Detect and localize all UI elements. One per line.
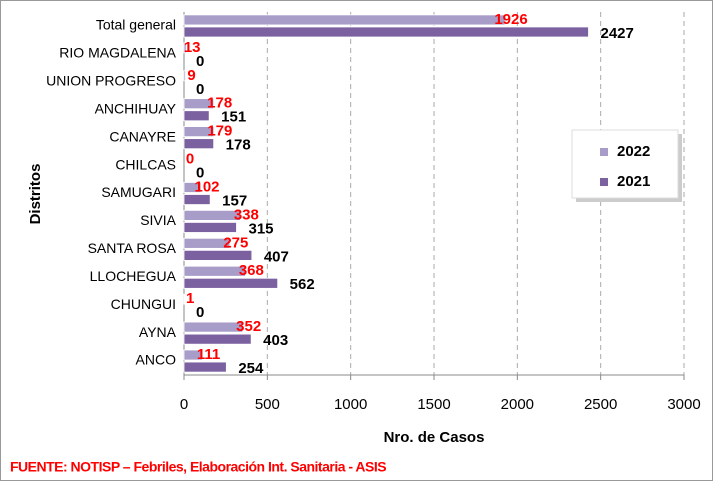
y-tick-label: ANCO <box>136 352 177 368</box>
source-note: FUENTE: NOTISP – Febriles, Elaboración I… <box>10 459 386 475</box>
y-tick-label: SAMUGARI <box>101 184 176 200</box>
legend-swatch <box>600 178 608 186</box>
data-label: 403 <box>263 332 288 349</box>
bar <box>183 182 202 193</box>
x-tick-label: 1000 <box>334 396 367 413</box>
x-tick-label: 2000 <box>501 396 534 413</box>
bar <box>183 321 244 333</box>
data-label: 9 <box>187 67 195 84</box>
data-label: 338 <box>234 206 259 223</box>
x-axis-label: Nro. de Casos <box>384 429 485 446</box>
data-label: 2427 <box>601 25 634 42</box>
bar <box>183 349 203 361</box>
y-tick-label: Total general <box>96 17 176 33</box>
y-axis-label: Distritos <box>27 164 44 225</box>
data-label: 179 <box>207 123 232 140</box>
x-tick-label: 2500 <box>584 396 617 413</box>
data-label: 13 <box>184 39 201 56</box>
data-label: 178 <box>226 137 251 154</box>
legend-swatch <box>600 148 608 156</box>
x-tick-label: 500 <box>255 396 280 413</box>
bar <box>183 14 506 26</box>
bar <box>183 138 215 150</box>
data-label: 102 <box>194 178 219 195</box>
bar <box>183 265 246 277</box>
data-label: 352 <box>236 318 261 335</box>
data-label: 0 <box>196 53 204 70</box>
y-tick-label: SIVIA <box>140 212 176 228</box>
y-tick-label: LLOCHEGUA <box>90 268 177 284</box>
x-tick-label: 3000 <box>667 396 700 413</box>
data-label: 368 <box>239 262 264 279</box>
data-label: 562 <box>290 276 315 293</box>
bar <box>183 26 589 38</box>
legend-box <box>571 129 679 199</box>
data-label: 0 <box>196 81 204 98</box>
bar <box>183 209 241 221</box>
legend-label: 2021 <box>617 173 650 190</box>
data-label: 407 <box>264 248 289 265</box>
data-label: 1 <box>186 290 194 307</box>
bar <box>183 361 227 373</box>
data-label: 0 <box>186 151 194 168</box>
data-label: 178 <box>207 95 232 112</box>
data-label: 254 <box>238 360 264 377</box>
data-label: 111 <box>197 346 220 363</box>
bar <box>183 237 231 249</box>
data-label: 157 <box>222 192 247 209</box>
data-label: 1926 <box>494 11 527 28</box>
bar <box>183 249 253 261</box>
bar <box>183 333 252 345</box>
y-tick-label: CHUNGUI <box>111 296 176 312</box>
bar <box>183 110 210 122</box>
y-tick-label: UNION PROGRESO <box>46 73 176 89</box>
data-label: 151 <box>221 109 246 126</box>
y-tick-label: ANCHIHUAY <box>95 100 177 116</box>
bar <box>183 42 187 54</box>
data-label: 275 <box>223 234 248 251</box>
bar <box>183 277 279 289</box>
y-tick-label: RIO MAGDALENA <box>59 45 176 61</box>
bar <box>183 222 237 233</box>
data-label: 0 <box>196 304 204 321</box>
data-label: 0 <box>196 165 204 182</box>
bar <box>183 194 211 205</box>
x-tick-label: 0 <box>180 396 188 413</box>
y-tick-label: CANAYRE <box>109 128 176 144</box>
x-tick-label: 1500 <box>417 396 450 413</box>
legend-label: 2022 <box>617 143 650 160</box>
bar <box>183 98 215 110</box>
y-tick-label: SANTA ROSA <box>88 240 177 256</box>
y-tick-label: AYNA <box>139 324 177 340</box>
bar <box>183 70 186 82</box>
data-label: 315 <box>249 220 274 237</box>
y-tick-label: CHILCAS <box>115 156 176 172</box>
bar <box>183 126 215 138</box>
